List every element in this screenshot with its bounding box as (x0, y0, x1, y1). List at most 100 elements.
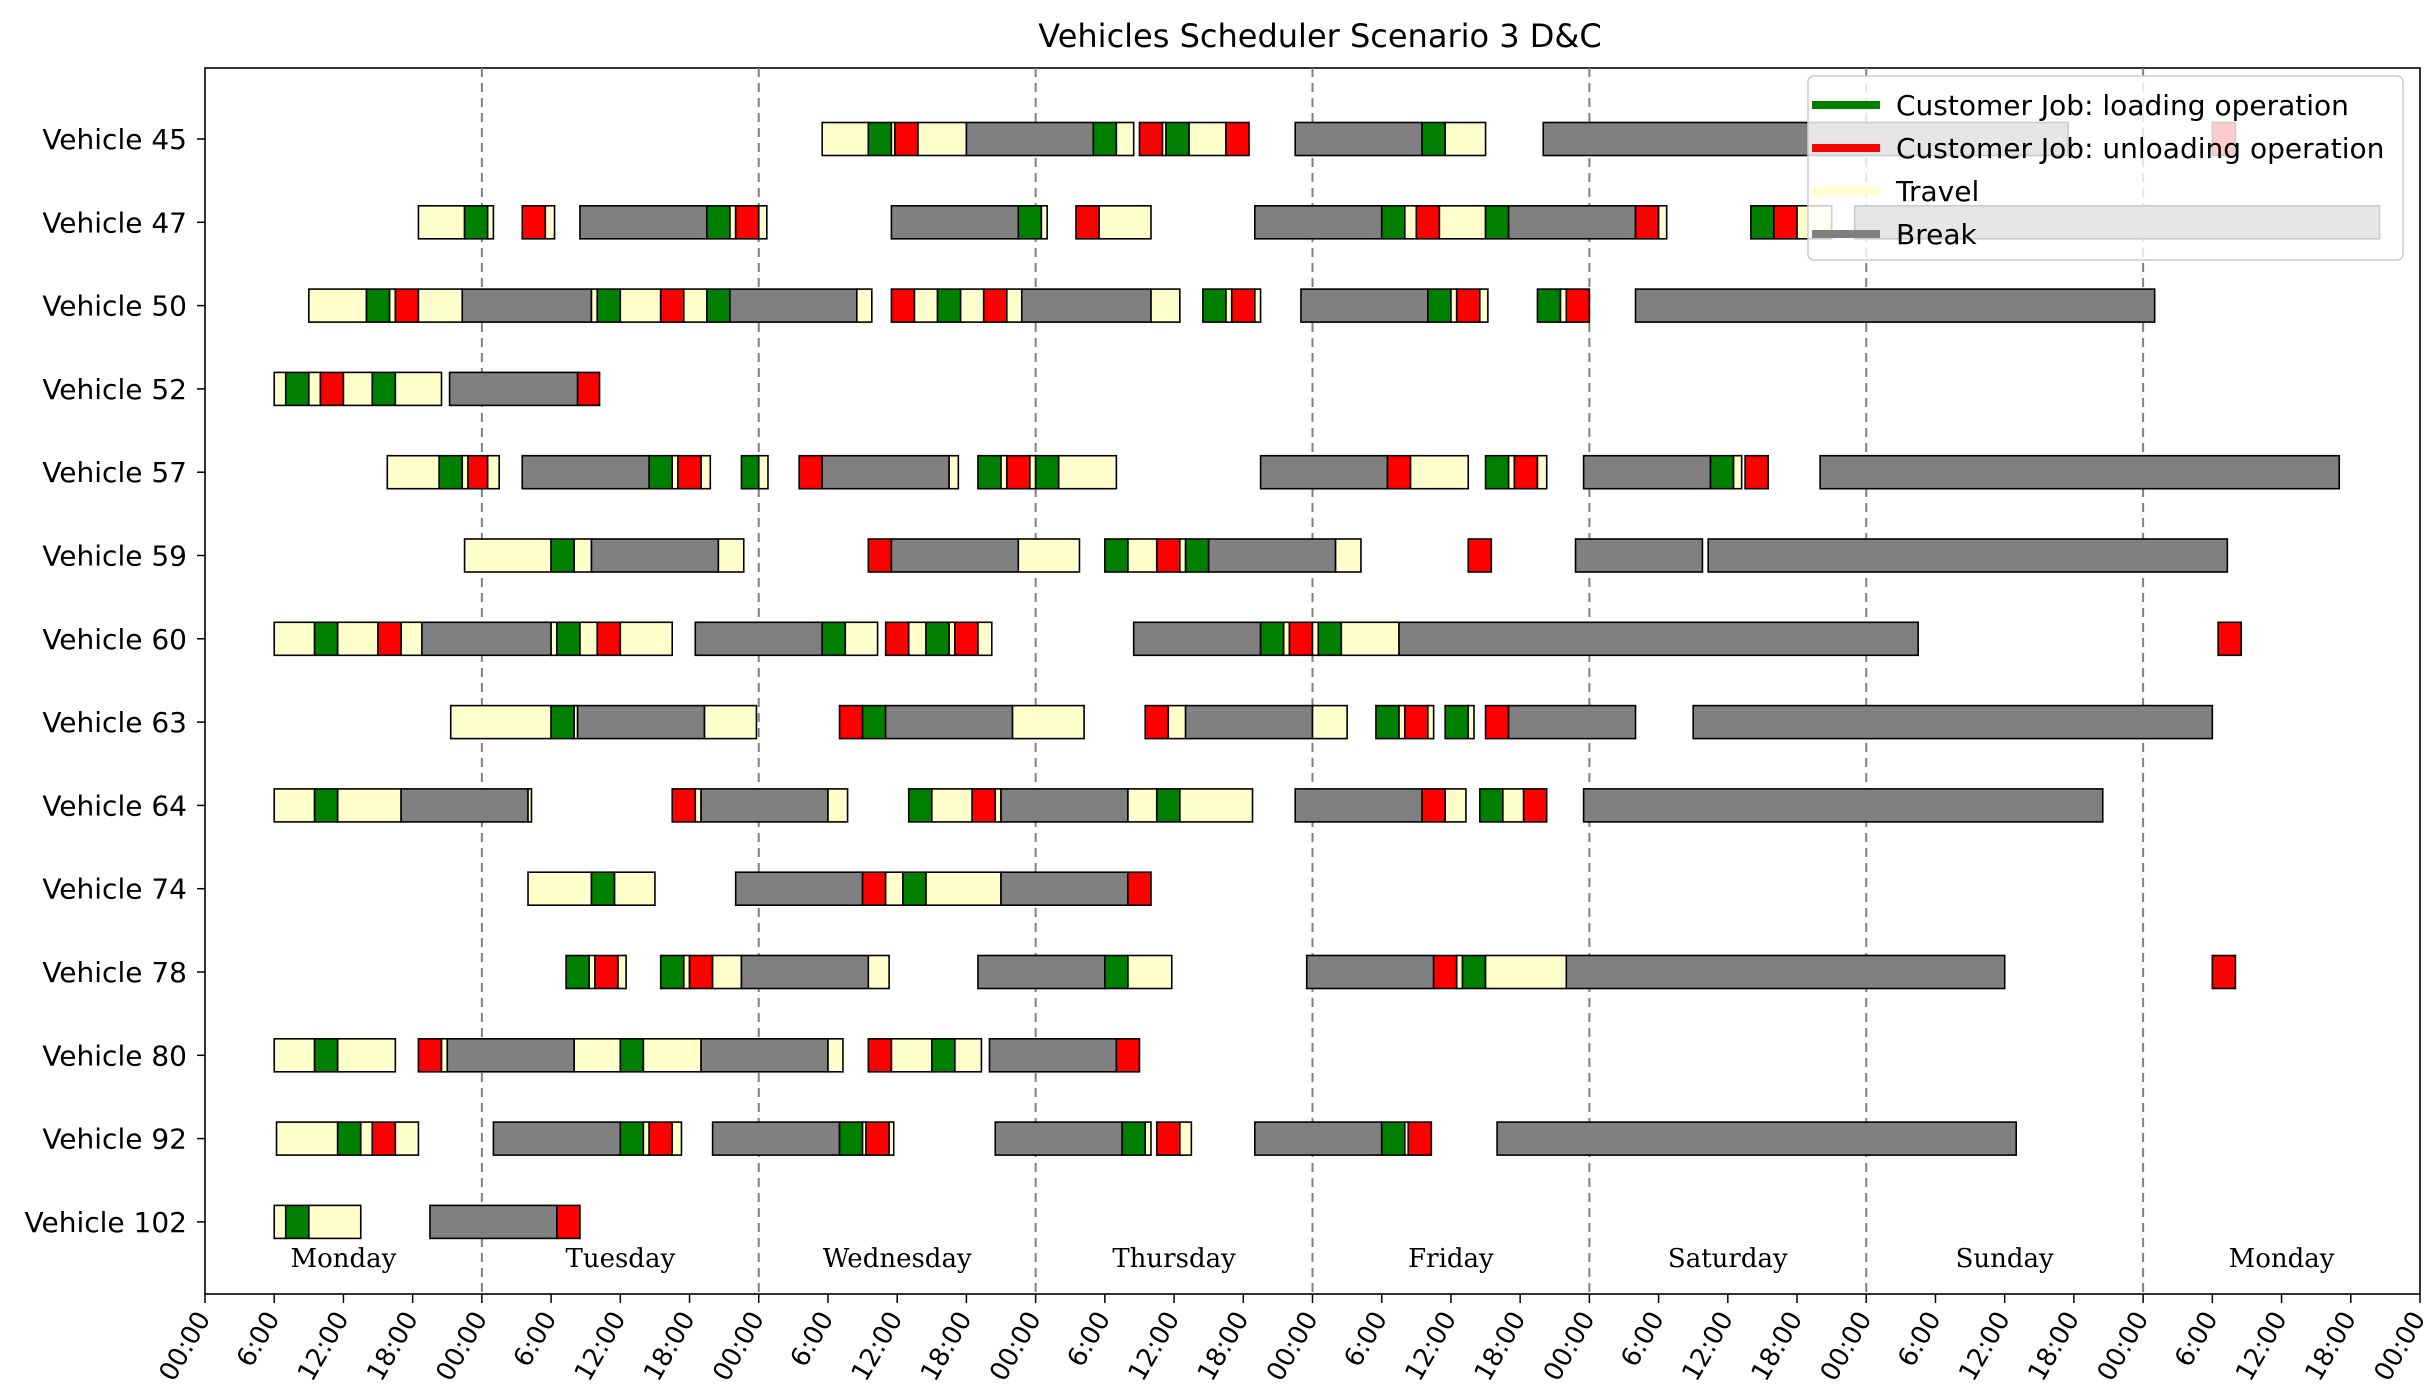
bar-loading (706, 205, 731, 240)
vehicle-row (275, 1121, 2018, 1156)
bar-break (1565, 954, 2006, 990)
bar-unloading (371, 1121, 397, 1156)
vehicle-label: Vehicle 64 (42, 789, 187, 822)
vehicle-row (565, 954, 2237, 990)
bar-travel (1098, 205, 1152, 240)
bar-unloading (688, 954, 714, 990)
bar-travel (342, 371, 374, 407)
bar-break (1305, 954, 1435, 990)
x-tick-label: 18:00 (915, 1307, 978, 1387)
bar-travel (1507, 454, 1516, 490)
bar-travel (1438, 205, 1487, 240)
bar-loading (821, 621, 847, 657)
bar-loading (1478, 788, 1504, 823)
bar-travel (400, 621, 423, 657)
bar-travel (1444, 121, 1487, 157)
bar-unloading (377, 621, 402, 657)
vehicle-row (273, 371, 601, 407)
bar-unloading (1225, 121, 1250, 157)
day-divider-lines (480, 68, 2145, 1294)
x-tick-label: 6:00 (231, 1307, 286, 1373)
bar-travel (1127, 788, 1158, 823)
bar-break (1507, 704, 1637, 740)
bar-loading (1750, 205, 1775, 240)
x-axis-ticks: 00:00 6:00 12:00 18:00 00:00 6:00 12:00 18:00 00… (154, 1294, 2432, 1386)
x-tick-label: 18:00 (2023, 1307, 2086, 1387)
bar-travel (1455, 954, 1464, 990)
bar-loading (1104, 954, 1129, 990)
bar-unloading (671, 788, 697, 823)
bar-loading (1017, 205, 1043, 240)
bar-loading (977, 454, 1002, 490)
vehicle-row (449, 704, 2214, 740)
bar-unloading (1773, 205, 1798, 240)
bar-loading (565, 954, 590, 990)
bar-travel (1005, 288, 1023, 323)
bar-travel (913, 288, 939, 323)
bar-travel (336, 621, 379, 657)
bar-break (740, 954, 870, 990)
x-tick-label: 12:00 (2230, 1307, 2293, 1387)
bar-unloading (867, 1038, 893, 1073)
bar-travel (930, 788, 973, 823)
bar-travel (867, 954, 890, 990)
bar-loading (930, 1038, 956, 1073)
bar-travel (1179, 1121, 1193, 1156)
bar-break (1692, 704, 2214, 740)
legend-label: Customer Job: loading operation (1896, 89, 2349, 122)
bar-unloading (1386, 454, 1412, 490)
bar-travel (388, 288, 397, 323)
bar-break (1294, 788, 1423, 823)
bar-travel (1450, 288, 1458, 323)
bar-travel (1311, 704, 1348, 740)
x-tick-label: 6:00 (1892, 1307, 1947, 1373)
x-tick-label: 6:00 (1615, 1307, 1670, 1373)
legend-label: Travel (1895, 175, 1979, 208)
day-label: Saturday (1668, 1244, 1788, 1274)
bar-loading (313, 788, 339, 823)
x-tick-label: 18:00 (1469, 1307, 1532, 1387)
bar-travel (1559, 288, 1568, 323)
vehicle-label: Vehicle 80 (42, 1039, 187, 1072)
bar-loading (1380, 1121, 1406, 1156)
bar-travel (1311, 621, 1320, 657)
bar-loading (365, 288, 391, 323)
bar-travel (336, 1038, 397, 1073)
bar-loading (371, 371, 397, 407)
bar-travel (700, 454, 712, 490)
bar-travel (1127, 954, 1173, 990)
bar-break (421, 621, 552, 657)
bar-travel (573, 1038, 622, 1073)
bar-break (890, 538, 1020, 573)
bar-break (590, 538, 720, 573)
bar-loading (1421, 121, 1446, 157)
bar-loading (1121, 1121, 1147, 1156)
bar-break (400, 788, 529, 823)
bar-loading (590, 871, 616, 907)
bar-travel (619, 621, 674, 657)
bar-loading (1427, 288, 1452, 323)
bar-travel (417, 288, 464, 323)
bar-travel (273, 371, 287, 407)
vehicle-label: Vehicle 59 (42, 540, 187, 573)
bar-loading (1165, 121, 1190, 157)
bar-travel (884, 871, 904, 907)
bar-break (576, 704, 706, 740)
bar-break (429, 1204, 558, 1240)
bar-travel (717, 538, 745, 573)
day-label: Sunday (1956, 1244, 2054, 1274)
bar-travel (308, 288, 368, 323)
bar-loading (1259, 621, 1285, 657)
vehicle-row (273, 788, 2104, 823)
bar-travel (1478, 288, 1489, 323)
bar-travel (617, 954, 627, 990)
bar-loading (867, 121, 893, 157)
x-tick-label: 00:00 (2092, 1307, 2155, 1387)
vehicle-row (273, 1204, 581, 1240)
bar-break (461, 288, 593, 323)
bar-unloading (594, 954, 619, 990)
bar-travel (694, 788, 702, 823)
bar-travel (544, 205, 556, 240)
bar-travel (827, 788, 849, 823)
bar-unloading (1288, 621, 1314, 657)
